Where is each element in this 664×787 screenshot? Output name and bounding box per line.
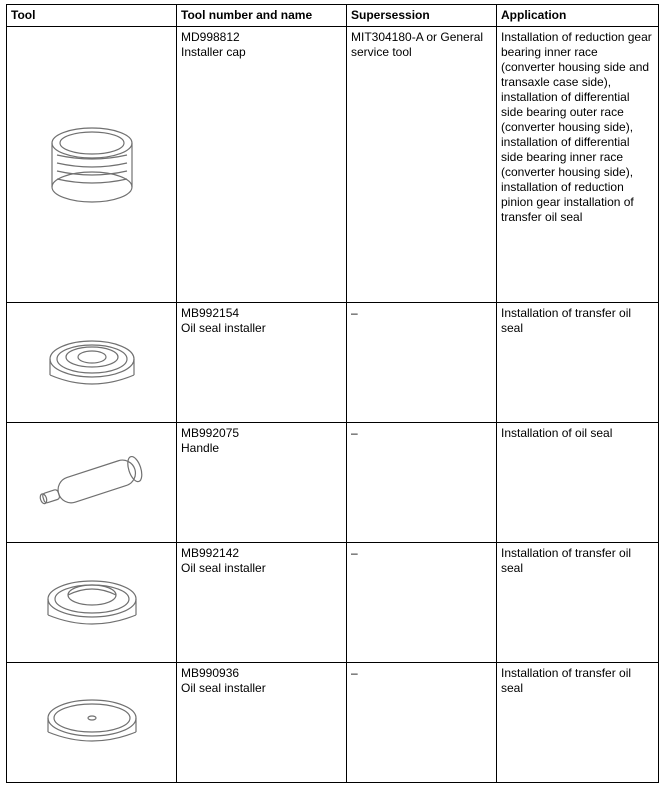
supersession-cell: – [347,423,497,543]
application-cell: Installation of oil seal [497,423,659,543]
tool-number: MD998812 [181,30,240,44]
tool-number: MB992154 [181,306,239,320]
handle-icon [27,448,157,518]
tool-name: Oil seal installer [181,681,266,695]
tool-image-cell [7,663,177,783]
table-row: MB992075 Handle – Installation of oil se… [7,423,659,543]
table-row: MB990936 Oil seal installer – Installati… [7,663,659,783]
special-tools-table: Tool Tool number and name Supersession A… [6,4,659,783]
tool-image-cell [7,303,177,423]
tool-number: MB992142 [181,546,239,560]
tool-name: Installer cap [181,45,246,59]
tool-number-name-cell: MB992075 Handle [177,423,347,543]
tool-image-cell [7,423,177,543]
oil-seal-installer-icon [37,553,147,653]
installer-cap-icon [37,115,147,215]
tool-number: MB992075 [181,426,239,440]
col-application: Application [497,5,659,27]
tool-name: Oil seal installer [181,561,266,575]
application-cell: Installation of transfer oil seal [497,543,659,663]
col-tool: Tool [7,5,177,27]
supersession-cell: – [347,663,497,783]
tool-number: MB990936 [181,666,239,680]
tool-image-cell [7,27,177,303]
table-header-row: Tool Tool number and name Supersession A… [7,5,659,27]
tool-number-name-cell: MD998812 Installer cap [177,27,347,303]
application-cell: Installation of reduction gear bearing i… [497,27,659,303]
tool-image-cell [7,543,177,663]
supersession-cell: MIT304180-A or General service tool [347,27,497,303]
col-supersession: Supersession [347,5,497,27]
tool-name: Handle [181,441,219,455]
oil-seal-installer-icon [37,313,147,413]
application-cell: Installation of transfer oil seal [497,663,659,783]
table-row: MB992154 Oil seal installer – Installati… [7,303,659,423]
tool-name: Oil seal installer [181,321,266,335]
supersession-cell: – [347,543,497,663]
tool-number-name-cell: MB992154 Oil seal installer [177,303,347,423]
oil-seal-installer-icon [37,678,147,768]
col-number-name: Tool number and name [177,5,347,27]
table-row: MB992142 Oil seal installer – Installati… [7,543,659,663]
table-row: MD998812 Installer cap MIT304180-A or Ge… [7,27,659,303]
tool-number-name-cell: MB990936 Oil seal installer [177,663,347,783]
supersession-cell: – [347,303,497,423]
application-cell: Installation of transfer oil seal [497,303,659,423]
tool-number-name-cell: MB992142 Oil seal installer [177,543,347,663]
